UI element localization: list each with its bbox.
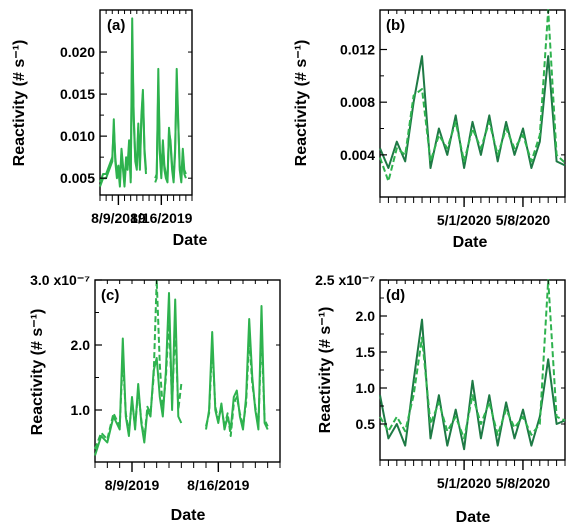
panel-b-y-tick-label: 0.012: [340, 42, 375, 58]
panel-b-y-tick-label: 0.004: [340, 147, 375, 163]
panel-d-ylabel: Reactivity (# s⁻¹): [317, 307, 334, 434]
panel-c-series-line: [94, 292, 183, 456]
panel-b-tag: (b): [386, 17, 405, 34]
panel-c-y-tick-label: 3.0 x10⁻⁷: [30, 272, 90, 288]
panel-b-x-tick-label: 5/8/2020: [496, 212, 551, 228]
panel-a-frame: [99, 9, 193, 196]
panel-a-x-tick-label: 8/9/2019: [91, 210, 146, 226]
panel-d-y-tick-label: 1.0: [356, 380, 376, 396]
panel-d-series-line: [379, 318, 566, 451]
panel-b-frame: [379, 9, 566, 198]
panel-d-series-line: [379, 279, 566, 440]
panel-c-series-line: [205, 331, 269, 437]
panel-c-y-tick-label: 1.0: [71, 402, 91, 418]
panel-a-xlabel: Date: [173, 232, 208, 249]
panel-c-x-tick-label: 8/16/2019: [187, 477, 249, 493]
panel-b-x-tick-label: 5/1/2020: [437, 212, 492, 228]
panel-d-y-tick-label: 2.0: [356, 308, 376, 324]
panel-b-xlabel: Date: [453, 234, 488, 251]
panel-c-y-tick-label: 2.0: [71, 337, 91, 353]
panel-a-y-tick-label: 0.015: [60, 86, 95, 102]
panel-a-y-tick-label: 0.010: [60, 128, 95, 144]
panel-c-xlabel: Date: [171, 507, 206, 524]
panel-b-ylabel: Reactivity (# s⁻¹): [293, 40, 310, 167]
panel-a-series-line: [99, 42, 147, 184]
panel-d-y-tick-label: 0.5: [356, 416, 376, 432]
panel-c-ylabel: Reactivity (# s⁻¹): [29, 309, 46, 436]
panel-c-frame: [94, 279, 281, 463]
panel-b-series-line: [379, 55, 566, 169]
panel-a-ylabel: Reactivity (# s⁻¹): [11, 40, 28, 167]
panel-d-x-tick-label: 5/8/2020: [496, 475, 551, 491]
panel-d-x-tick-label: 5/1/2020: [437, 475, 492, 491]
panel-a-y-tick-label: 0.005: [60, 170, 95, 186]
panel-d-y-tick-label: 2.5 x10⁻⁷: [315, 272, 375, 288]
panel-c-tag: (c): [101, 287, 119, 304]
panel-d-tag: (d): [386, 287, 405, 304]
panel-d-xlabel: Date: [456, 509, 491, 526]
panel-b-series-line: [379, 9, 566, 183]
panel-a-y-tick-label: 0.020: [60, 44, 95, 60]
panel-a-x-tick-label: 8/16/2019: [130, 210, 192, 226]
panel-a-series-line: [154, 80, 187, 180]
panel-c-x-tick-label: 8/9/2019: [105, 477, 160, 493]
panel-c-series-line: [94, 279, 183, 450]
panel-b-y-tick-label: 0.008: [340, 94, 375, 110]
panel-a-tag: (a): [107, 17, 125, 34]
chart-marks: 0.0050.0100.0150.0208/9/20198/16/20190.0…: [30, 9, 566, 493]
panel-d-y-tick-label: 1.5: [356, 344, 376, 360]
